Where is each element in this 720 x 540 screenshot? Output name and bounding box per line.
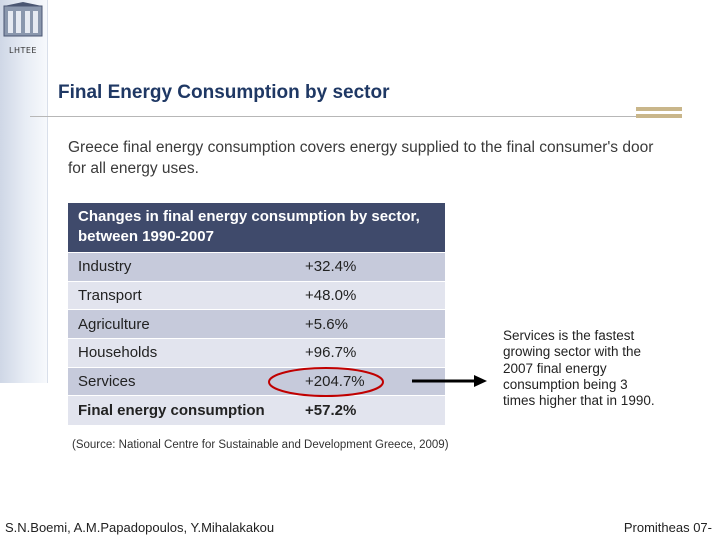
accent-bar-upper	[636, 107, 682, 111]
source-note: (Source: National Centre for Sustainable…	[72, 439, 449, 451]
footer-project: Promitheas 07-	[623, 520, 712, 535]
sector-cell: Industry	[68, 252, 291, 282]
sector-cell: Households	[68, 338, 291, 368]
sector-change-table: Changes in final energy consumption by s…	[68, 203, 445, 425]
table-row: Households +96.7%	[68, 338, 445, 368]
page-title: Final Energy Consumption by sector	[58, 82, 390, 103]
sector-cell: Services	[68, 366, 291, 396]
org-label: LHTEE	[9, 46, 37, 55]
sector-cell: Transport	[68, 280, 291, 310]
change-cell: +48.0%	[291, 280, 445, 310]
building-logo-icon	[3, 2, 43, 37]
change-cell: +96.7%	[291, 338, 445, 368]
change-cell: +32.4%	[291, 252, 445, 282]
footer-authors: S.N.Boemi, A.M.Papadopoulos, Y.Mihalakak…	[5, 520, 275, 535]
table-row: Industry +32.4%	[68, 252, 445, 282]
accent-bar-lower	[636, 114, 682, 118]
sector-cell: Final energy consumption	[68, 395, 291, 425]
change-cell: +5.6%	[291, 309, 445, 339]
table-row: Transport +48.0%	[68, 280, 445, 310]
services-callout: Services is the fastest growing sector w…	[503, 328, 655, 409]
table-row: Agriculture +5.6%	[68, 309, 445, 339]
table-row: Services +204.7%	[68, 366, 445, 396]
left-sidebar-band: LHTEE	[0, 0, 48, 383]
sector-cell: Agriculture	[68, 309, 291, 339]
table-row-total: Final energy consumption +57.2%	[68, 395, 445, 425]
table-header: Changes in final energy consumption by s…	[68, 203, 445, 253]
change-cell: +57.2%	[291, 395, 445, 425]
title-divider	[30, 116, 682, 117]
change-cell-highlighted: +204.7%	[291, 366, 445, 396]
intro-paragraph: Greece final energy consumption covers e…	[68, 139, 654, 177]
